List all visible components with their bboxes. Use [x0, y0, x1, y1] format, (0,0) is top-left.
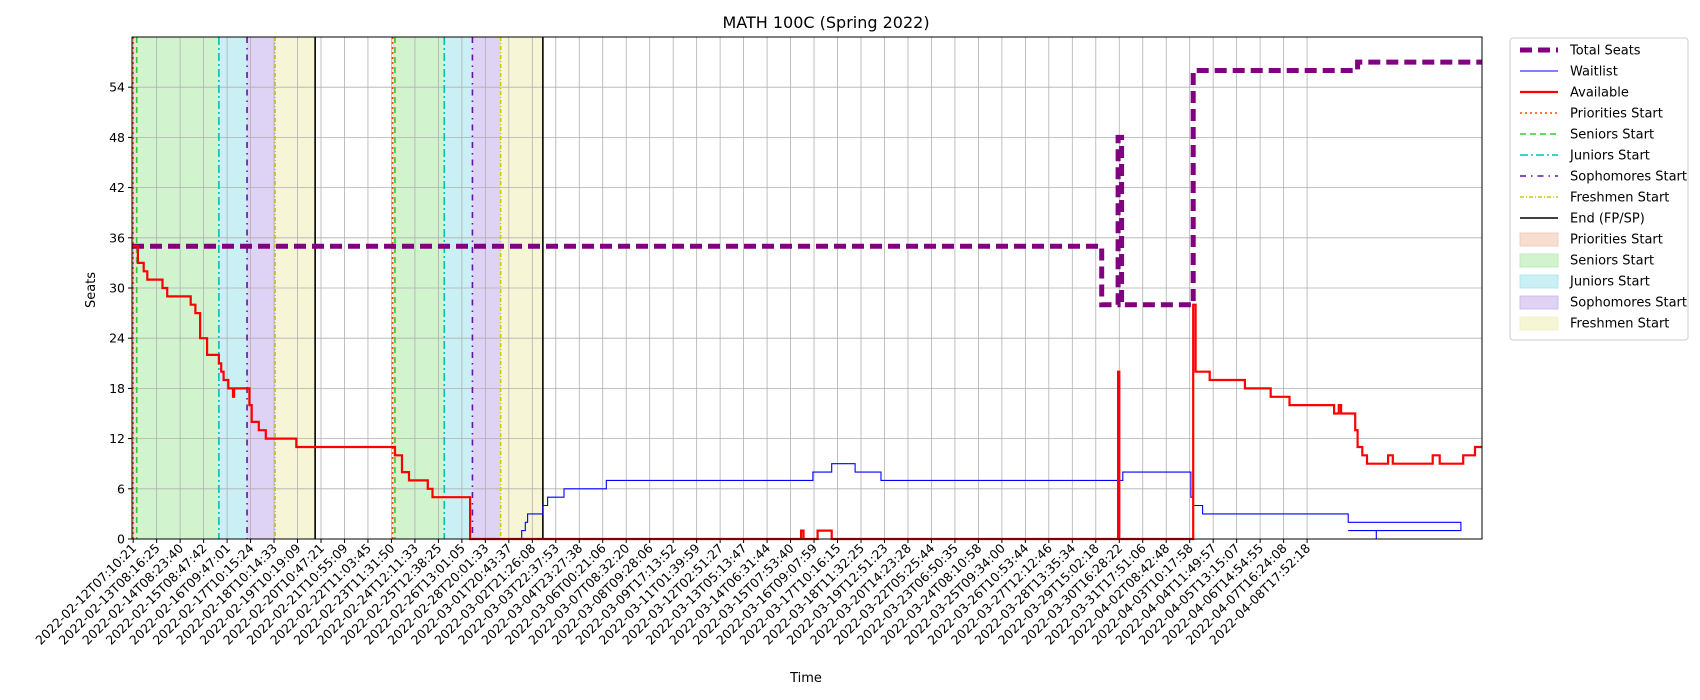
legend-item: Seniors Start — [1520, 128, 1654, 143]
legend-label: End (FP/SP) — [1570, 212, 1645, 227]
y-tick-label: 18 — [109, 381, 125, 396]
y-tick-label: 30 — [109, 281, 125, 296]
legend-item: End (FP/SP) — [1520, 212, 1645, 227]
y-tick-label: 36 — [109, 230, 125, 245]
legend-item: Juniors Start — [1520, 149, 1650, 164]
legend: Total Seats Waitlist Available Priorities S… — [1509, 37, 1689, 341]
legend-swatch — [1519, 316, 1559, 331]
legend-swatch — [1519, 253, 1559, 268]
legend-label: Sophomores Start — [1570, 170, 1687, 185]
y-axis-label: Seats — [84, 272, 99, 308]
legend-label: Juniors Start — [1569, 149, 1650, 164]
legend-item: Priorities Start — [1520, 107, 1663, 122]
legend-item: Sophomores Start — [1519, 295, 1687, 311]
chart-title: MATH 100C (Spring 2022) — [722, 13, 929, 32]
legend-label: Seniors Start — [1570, 128, 1654, 143]
legend-label: Seniors Start — [1570, 254, 1654, 269]
legend-item: Waitlist — [1520, 65, 1618, 80]
legend-item: Freshmen Start — [1519, 316, 1669, 332]
x-axis-ticks: 2022-02-12T07:10:212022-02-13T08:16:2520… — [32, 539, 1313, 648]
y-tick-label: 48 — [109, 130, 125, 145]
legend-swatch — [1519, 295, 1559, 310]
legend-item: Juniors Start — [1519, 274, 1650, 290]
x-axis-label: Time — [789, 671, 822, 686]
legend-item: Priorities Start — [1519, 232, 1663, 248]
grid — [132, 37, 1482, 540]
y-axis-ticks: 0 6 12 18 24 30 36 42 48 54 — [109, 80, 132, 547]
legend-item: Sophomores Start — [1520, 170, 1687, 185]
legend-label: Waitlist — [1570, 65, 1618, 80]
legend-label: Juniors Start — [1569, 275, 1650, 290]
series-available — [132, 245, 1482, 541]
legend-label: Freshmen Start — [1570, 317, 1669, 332]
legend-label: Available — [1570, 86, 1629, 101]
legend-label: Sophomores Start — [1570, 296, 1687, 311]
series-total-seats — [132, 59, 1482, 308]
legend-item: Freshmen Start — [1520, 191, 1669, 206]
series — [132, 59, 1482, 541]
phase-lines — [132, 37, 544, 539]
y-tick-label: 6 — [117, 481, 125, 496]
legend-label: Freshmen Start — [1570, 191, 1669, 206]
legend-swatch — [1519, 232, 1559, 247]
legend-label: Total Seats — [1569, 44, 1641, 59]
legend-item: Total Seats — [1520, 44, 1641, 59]
legend-item: Available — [1520, 86, 1629, 101]
legend-label: Priorities Start — [1570, 107, 1663, 122]
y-tick-label: 54 — [109, 80, 125, 95]
y-tick-label: 42 — [109, 180, 125, 195]
series-waitlist — [132, 463, 1482, 540]
legend-swatch — [1519, 274, 1559, 289]
y-tick-label: 24 — [109, 331, 125, 346]
legend-label: Priorities Start — [1570, 233, 1663, 248]
y-tick-label: 12 — [109, 431, 125, 446]
legend-item: Seniors Start — [1519, 253, 1654, 269]
y-tick-label: 0 — [117, 532, 125, 547]
